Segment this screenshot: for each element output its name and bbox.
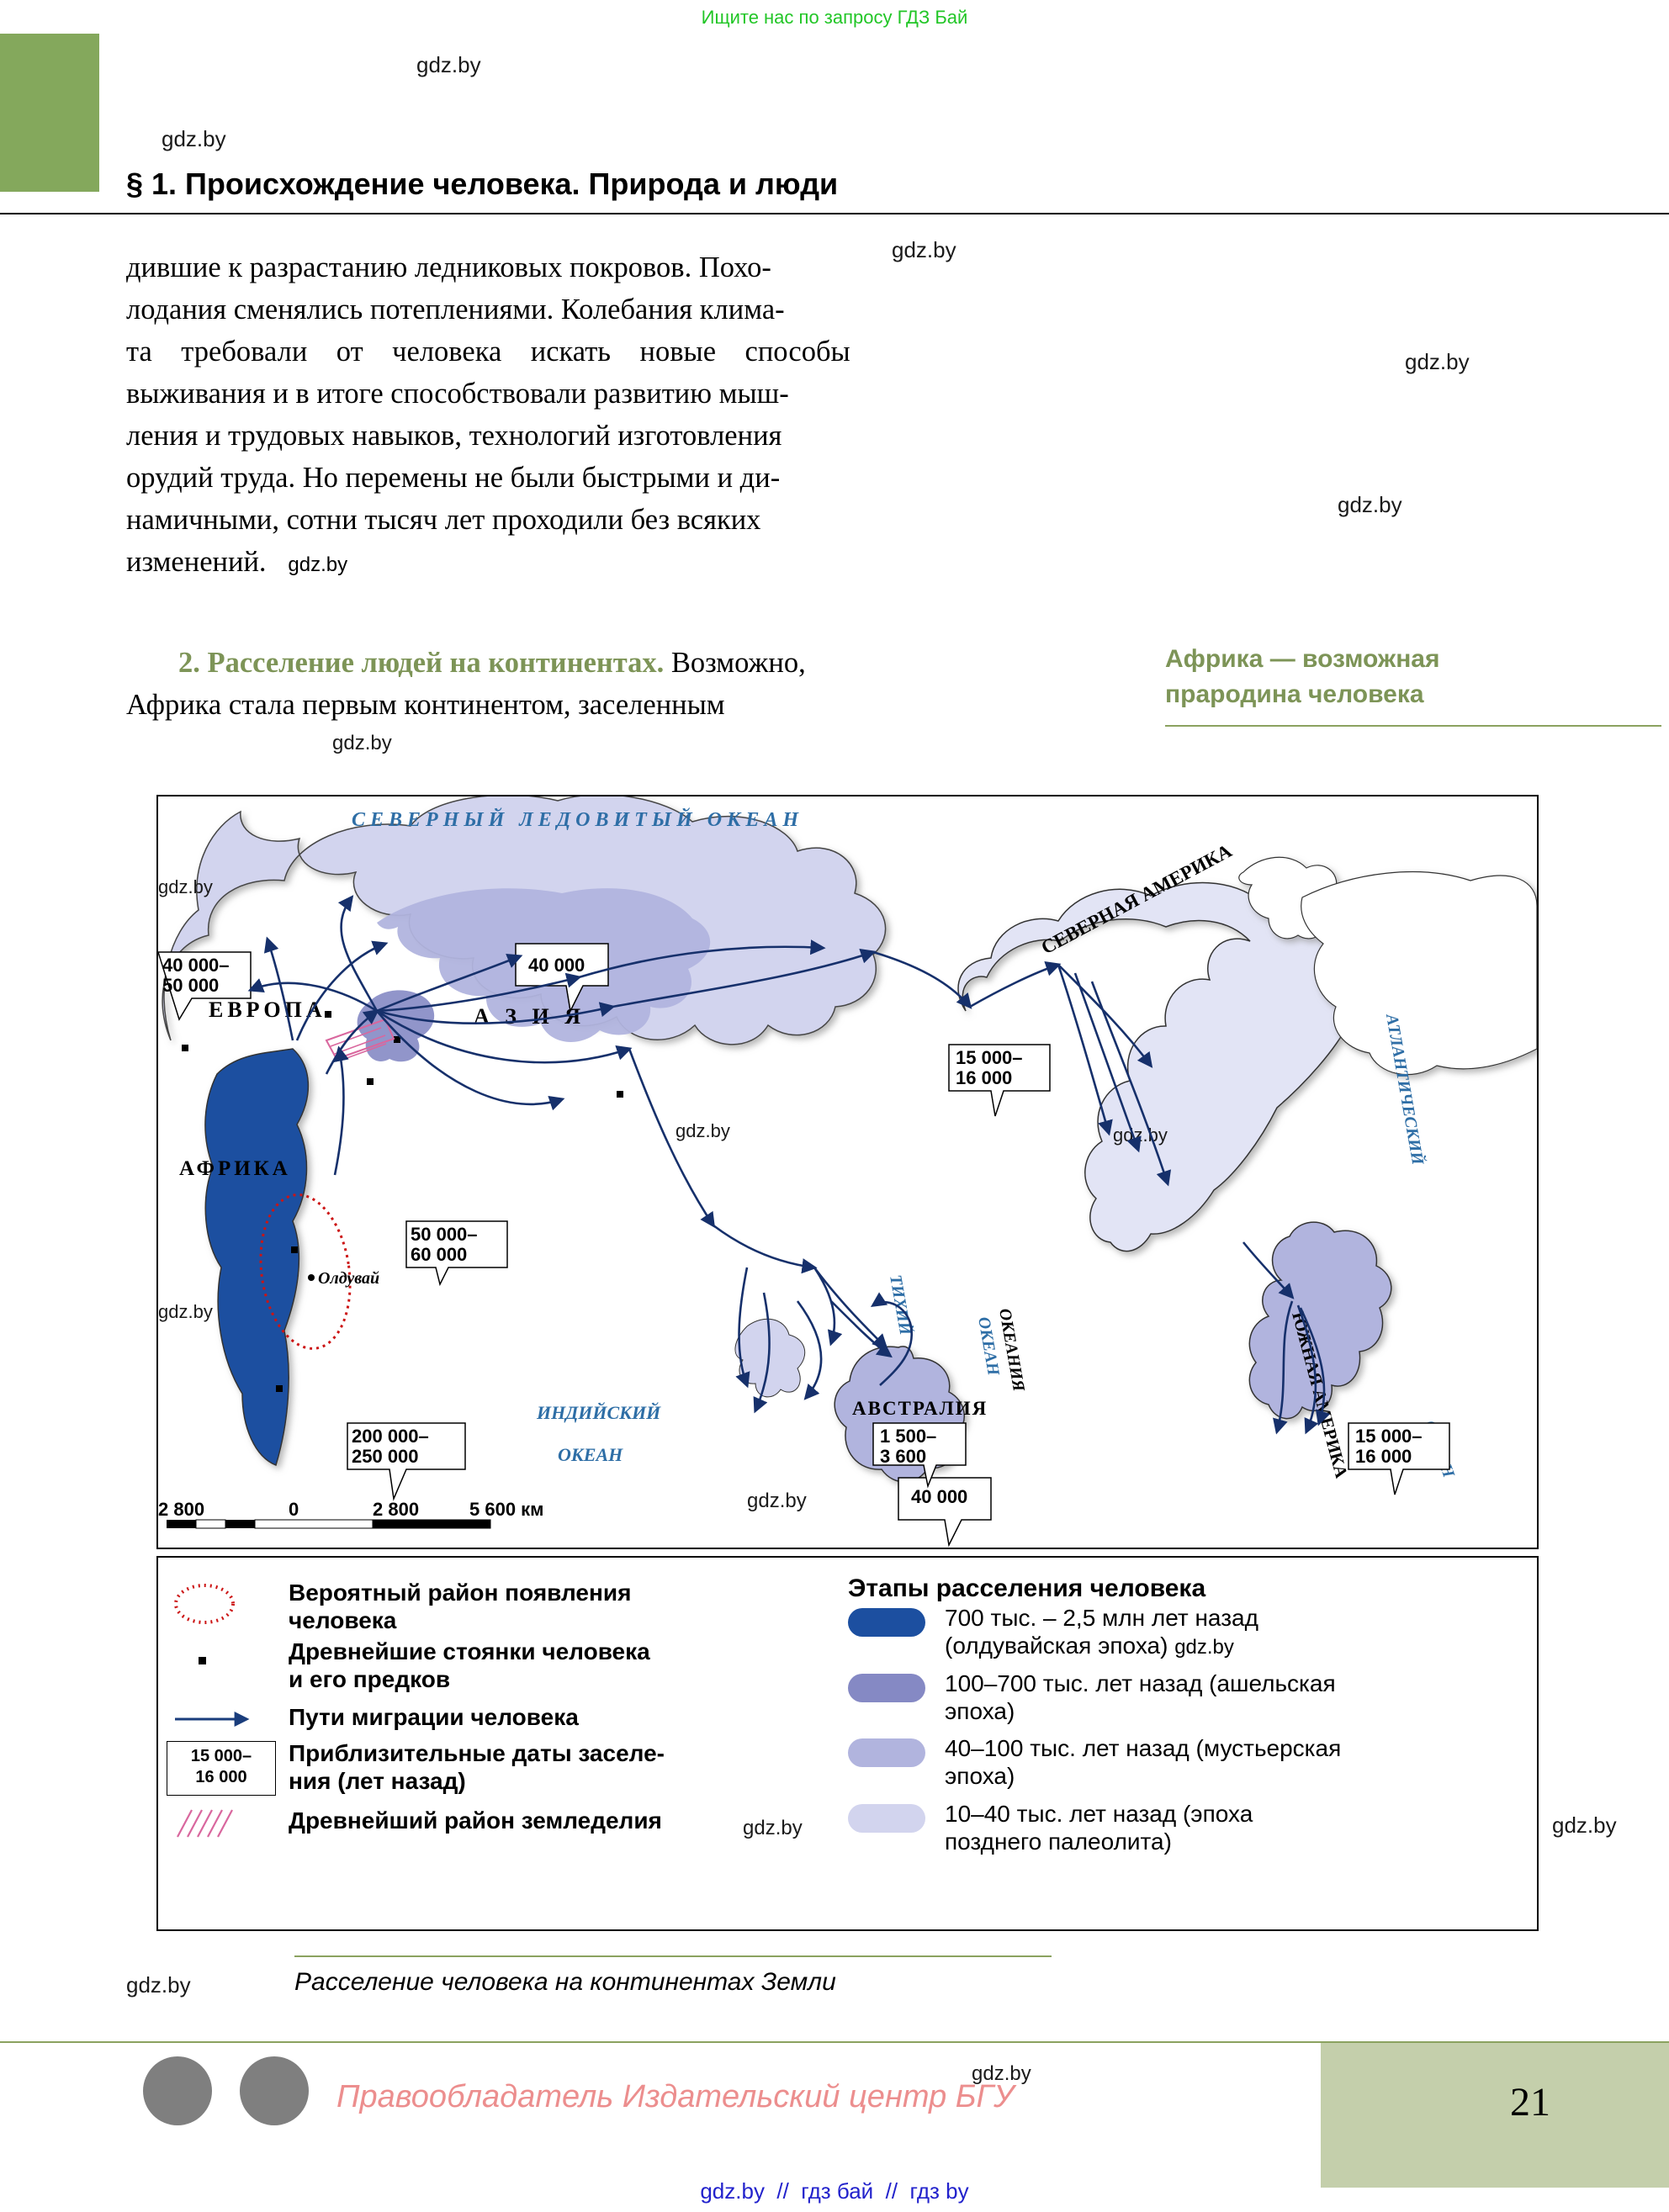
svg-text:СЕВЕРНЫЙ ЛЕДОВИТЫЙ ОКЕАН: СЕВЕРНЫЙ ЛЕДОВИТЫЙ ОКЕАН xyxy=(352,808,803,831)
svg-text:15 000–: 15 000– xyxy=(1355,1426,1423,1447)
svg-text:1 500–: 1 500– xyxy=(880,1426,936,1447)
svg-text:gdz.by: gdz.by xyxy=(1113,1125,1168,1146)
svg-text:ИНДИЙСКИЙ: ИНДИЙСКИЙ xyxy=(536,1402,661,1423)
svg-text:Олдувай: Олдувай xyxy=(318,1269,379,1288)
svg-text:40 000–: 40 000– xyxy=(162,955,230,976)
svg-text:40 000: 40 000 xyxy=(528,955,585,976)
svg-text:3 600: 3 600 xyxy=(880,1446,926,1467)
svg-text:60 000: 60 000 xyxy=(411,1244,467,1265)
svg-text:16 000: 16 000 xyxy=(1355,1446,1412,1467)
svg-text:200 000–: 200 000– xyxy=(352,1426,429,1447)
svg-text:ОКЕАНИЯ: ОКЕАНИЯ xyxy=(995,1307,1028,1394)
svg-text:А З И Я: А З И Я xyxy=(474,1004,585,1029)
svg-text:15 000–: 15 000– xyxy=(956,1047,1023,1068)
svg-text:50 000–: 50 000– xyxy=(411,1224,478,1245)
svg-text:50 000: 50 000 xyxy=(162,975,219,996)
svg-text:gdz.by: gdz.by xyxy=(158,1301,213,1322)
svg-text:gdz.by: gdz.by xyxy=(676,1120,730,1141)
svg-text:gdz.by: gdz.by xyxy=(747,1490,807,1512)
svg-text:40 000: 40 000 xyxy=(911,1486,967,1507)
svg-text:gdz.by: gdz.by xyxy=(158,876,213,897)
svg-text:ОКЕАН: ОКЕАН xyxy=(558,1444,623,1465)
svg-text:2 800: 2 800 xyxy=(373,1499,419,1520)
svg-text:5 600 км: 5 600 км xyxy=(469,1499,543,1520)
svg-text:250 000: 250 000 xyxy=(352,1446,419,1467)
svg-text:2 800: 2 800 xyxy=(158,1499,204,1520)
svg-text:16 000: 16 000 xyxy=(956,1067,1012,1088)
svg-text:0: 0 xyxy=(289,1499,299,1520)
svg-text:АВСТРАЛИЯ: АВСТРАЛИЯ xyxy=(852,1398,988,1419)
svg-text:АФРИКА: АФРИКА xyxy=(179,1157,291,1180)
